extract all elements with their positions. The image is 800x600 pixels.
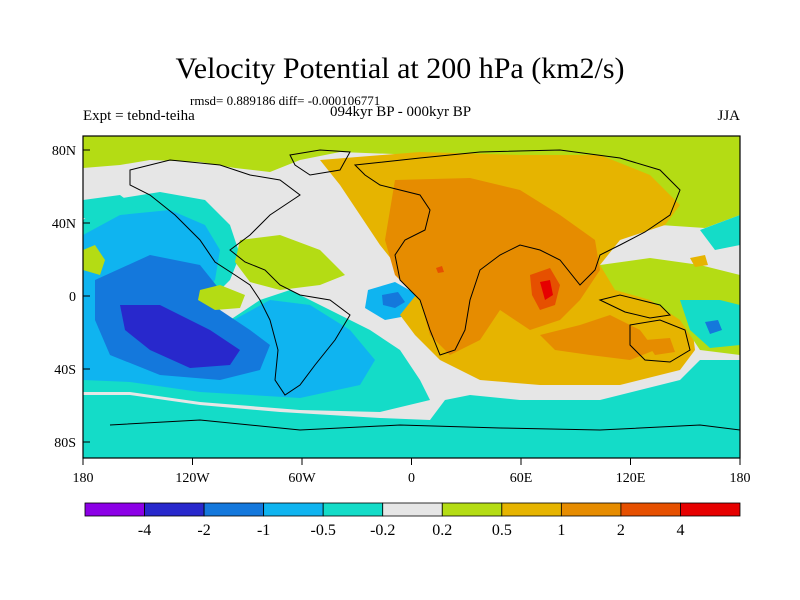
axis-ticks — [82, 149, 741, 465]
colorbar-label: 2 — [617, 522, 625, 539]
lon-label: 120E — [616, 471, 646, 486]
colorbar-swatch — [382, 502, 443, 517]
lon-label: 180 — [730, 471, 751, 486]
lon-label: 120W — [175, 471, 210, 486]
colorbar: -4 -2 -1 -0.5 -0.2 0.2 0.5 1 2 4 — [84, 502, 741, 539]
colorbar-label: -0.2 — [370, 522, 395, 539]
lon-label: 60E — [510, 471, 533, 486]
lat-label: 0 — [69, 290, 76, 305]
lat-label: 80N — [52, 144, 76, 159]
colorbar-swatch — [84, 502, 145, 517]
coastlines — [109, 149, 740, 431]
colorbar-label: -2 — [197, 522, 210, 539]
lat-label: 40S — [54, 363, 76, 378]
colorbar-label: 1 — [557, 522, 565, 539]
colorbar-swatch — [501, 502, 562, 517]
lat-label: 80S — [54, 436, 76, 451]
lon-label: 180 — [73, 471, 94, 486]
colorbar-swatch — [263, 502, 324, 517]
colorbar-swatch — [322, 502, 384, 517]
lat-label: 40N — [52, 217, 76, 232]
colorbar-label: 0.5 — [492, 522, 512, 539]
colorbar-label: -4 — [138, 522, 151, 539]
colorbar-swatch — [441, 502, 503, 517]
colorbar-swatch — [620, 502, 681, 517]
lon-label: 0 — [408, 471, 415, 486]
colorbar-label: -1 — [257, 522, 270, 539]
filled-contours — [83, 136, 740, 458]
stats-line: rmsd= 0.889186 diff= -0.000106771 — [190, 93, 381, 108]
colorbar-swatch — [203, 502, 265, 517]
colorbar-swatch — [680, 502, 741, 517]
period-label: 094kyr BP - 000kyr BP — [330, 104, 472, 120]
colorbar-label: 4 — [676, 522, 684, 539]
colorbar-swatch — [560, 502, 622, 517]
season-label: JJA — [717, 108, 740, 124]
lon-label: 60W — [288, 471, 316, 486]
experiment-label: Expt = tebnd-teiha — [83, 108, 195, 124]
colorbar-label: 0.2 — [432, 522, 452, 539]
colorbar-swatch — [144, 502, 205, 517]
map-title: Velocity Potential at 200 hPa (km2/s) — [175, 52, 625, 85]
colorbar-label: -0.5 — [311, 522, 336, 539]
